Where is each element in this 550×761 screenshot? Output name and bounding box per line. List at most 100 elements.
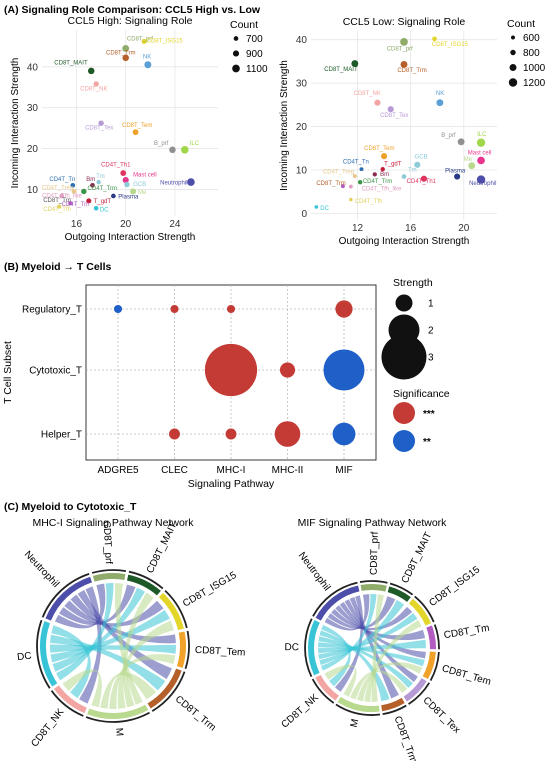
significance-legend-label: *** — [423, 409, 435, 420]
chord-link — [109, 654, 176, 710]
point-label: CD8T_Trm — [397, 68, 426, 74]
chord-sector-track — [389, 582, 414, 596]
chord-link — [79, 586, 102, 704]
significance-legend-key — [393, 430, 415, 452]
chord-sector-label: DC — [17, 651, 33, 664]
chord-sector-label: CD8T_prf — [101, 521, 114, 565]
scatter-ccl5-high: 16 20 24 10 20 30 40 CCL5 High: Signaling Role O… — [10, 15, 268, 243]
chord-link — [331, 606, 413, 631]
point-label: CD4T_Tfh_like — [361, 186, 402, 192]
chord-link — [51, 625, 91, 699]
point-label: CD4T_Tfh — [355, 199, 383, 205]
point-label: DC — [100, 208, 109, 214]
chord-sector-label: Neutrophil — [22, 549, 61, 590]
x-tick-label: 12 — [352, 223, 364, 234]
chord-sector-label: DC — [285, 642, 300, 653]
point-label: CD4T_Trm — [363, 179, 392, 185]
point-label: GCB — [415, 154, 428, 160]
point-label: CD4T_Tfh_like — [42, 194, 83, 200]
point-label: CD4T_Tfh — [43, 207, 71, 213]
x-tick-label: MHC-II — [272, 465, 304, 476]
data-point — [420, 175, 428, 182]
point-label: T_gdT — [384, 162, 402, 168]
data-point — [380, 167, 385, 172]
point-label: CD4T_Treg — [323, 170, 354, 176]
data-point — [314, 205, 319, 209]
point-label: CD8T_MAIT — [324, 67, 358, 73]
chord-sector-arc — [126, 574, 161, 596]
data-point — [141, 38, 147, 44]
chord-sector-track — [429, 651, 440, 681]
chord-link — [334, 595, 364, 692]
size-legend-key — [510, 49, 516, 56]
point-label: Plasma — [118, 194, 139, 200]
chord-link — [364, 619, 422, 702]
y-tick-label: 40 — [296, 35, 308, 46]
data-point — [87, 67, 95, 75]
chord-link — [52, 587, 146, 672]
chord-sector-arc — [422, 651, 436, 680]
chord-sector-arc — [176, 631, 186, 668]
point-label: CD4T_Th1 — [407, 179, 437, 185]
data-point — [400, 60, 408, 68]
data-point — [400, 38, 408, 46]
data-point — [129, 188, 137, 195]
chord-sector-track — [151, 671, 186, 712]
scatter-ccl5-low: 12 16 20 0 10 20 30 40 CCL5 Low: Signaling Role O… — [279, 16, 546, 247]
chord-sector-label: CD8T_Trm — [392, 715, 419, 761]
y-tick-label: 20 — [27, 144, 39, 155]
x-tick-label: ADGRE5 — [97, 465, 139, 476]
y-tick-label: 20 — [296, 122, 308, 133]
point-label: CD8T_Trm — [316, 181, 345, 187]
x-tick-label: MHC-I — [217, 465, 246, 476]
bubble-point — [204, 343, 258, 397]
chord-sector-track — [91, 569, 127, 574]
point-label: Mast cell — [133, 172, 157, 178]
bubble-point — [335, 300, 353, 318]
point-label: CD4T_Tn — [343, 160, 369, 166]
point-label: CD8T_Tex — [380, 113, 408, 119]
chord-link — [318, 642, 425, 667]
data-point — [374, 99, 381, 106]
data-point — [124, 181, 130, 188]
chord-sector-arc — [308, 620, 320, 676]
chord-sector-label: CD8T_Tem — [195, 645, 246, 659]
x-axis-label: Outgoing Interaction Strength — [65, 232, 196, 243]
data-point — [122, 44, 130, 52]
point-label: CD8T_prf — [387, 47, 413, 53]
y-tick-label: 10 — [296, 166, 308, 177]
chord-link — [54, 583, 106, 629]
data-point — [352, 174, 357, 179]
chord-link — [77, 589, 172, 680]
y-tick-label: Helper_T — [41, 430, 82, 441]
chord-link — [318, 636, 414, 688]
point-label: CD4T_Trn — [62, 202, 90, 208]
chord-link — [319, 600, 405, 666]
chord-sector-arc — [53, 685, 87, 714]
chord-sector-track — [184, 630, 190, 670]
x-tick-label: 24 — [169, 219, 181, 230]
point-label: GCB — [133, 182, 146, 188]
chord-sector-arc — [360, 584, 387, 592]
chord-sector-arc — [315, 585, 360, 621]
point-label: Tm — [408, 167, 417, 173]
data-point — [476, 138, 486, 147]
bubble-myeloid-t: ADGRE5 CLEC MHC-I MHC-II MIF Regulatory_T Cyto… — [2, 277, 450, 490]
chord-sector-track — [128, 570, 164, 590]
panel-c-label: (C) Myeloid to Cytotoxic_T — [4, 501, 137, 513]
data-point — [359, 167, 364, 172]
data-point — [340, 184, 345, 189]
chord-link — [324, 664, 357, 697]
chord-link — [50, 634, 166, 691]
bubble-point — [169, 428, 180, 440]
point-label: Bm — [380, 172, 389, 178]
chord-link — [56, 582, 114, 681]
chord-link — [319, 630, 390, 702]
data-point — [68, 201, 73, 206]
bubble-point — [332, 422, 356, 446]
y-tick-label: Regulatory_T — [22, 305, 82, 316]
size-legend-key — [232, 50, 240, 57]
chord-sector-arc — [45, 576, 93, 621]
